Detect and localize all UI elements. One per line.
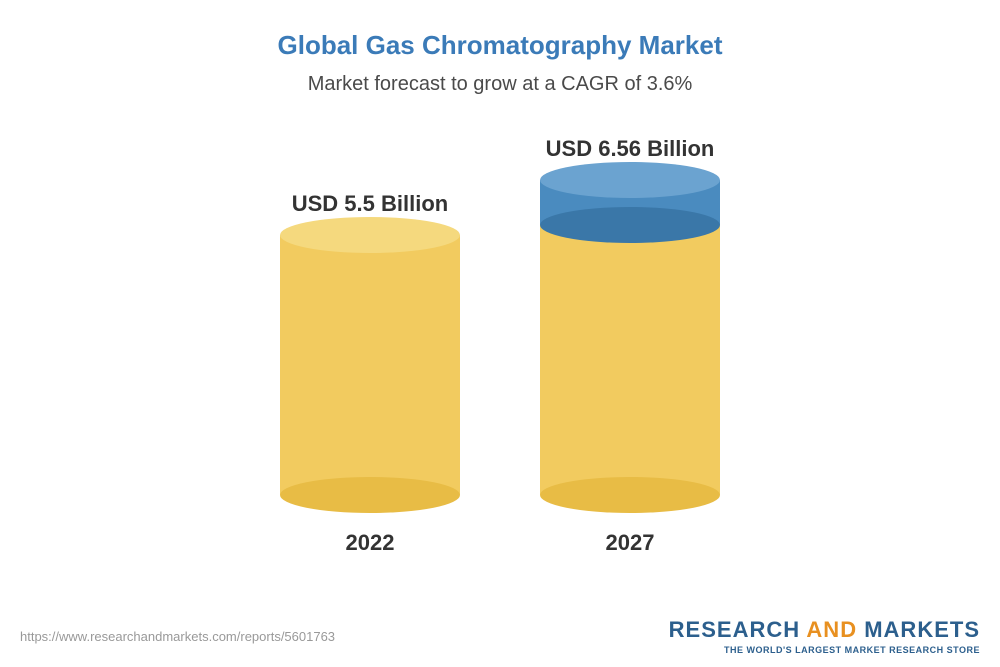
value-label: USD 5.5 Billion — [292, 191, 448, 217]
chart-subtitle: Market forecast to grow at a CAGR of 3.6… — [308, 73, 693, 96]
cylinder-body — [280, 235, 460, 495]
chart-title: Global Gas Chromatography Market — [278, 30, 723, 61]
cylinder-bar — [540, 180, 720, 495]
cylinder-rect — [280, 235, 460, 495]
source-url: https://www.researchandmarkets.com/repor… — [20, 629, 335, 644]
footer: https://www.researchandmarkets.com/repor… — [0, 617, 1000, 655]
logo: RESEARCH AND MARKETS THE WORLD'S LARGEST… — [669, 617, 980, 655]
logo-word-markets: MARKETS — [864, 617, 980, 642]
year-label: 2027 — [606, 530, 655, 556]
logo-text: RESEARCH AND MARKETS — [669, 617, 980, 643]
cylinder-2027: USD 6.56 Billion 2027 — [540, 136, 720, 556]
cylinder-cap — [540, 180, 720, 225]
logo-tagline: THE WORLD'S LARGEST MARKET RESEARCH STOR… — [669, 645, 980, 655]
cylinder-bottom — [540, 477, 720, 513]
chart-area: USD 5.5 Billion 2022 USD 6.56 Billion — [0, 136, 1000, 556]
cylinder-bottom — [280, 477, 460, 513]
logo-word-research: RESEARCH — [669, 617, 800, 642]
cylinder-body — [540, 180, 720, 495]
value-label: USD 6.56 Billion — [546, 136, 715, 162]
cap-top — [540, 162, 720, 198]
year-label: 2022 — [346, 530, 395, 556]
cylinder-top — [280, 217, 460, 253]
logo-word-and: AND — [806, 617, 857, 642]
infographic-container: Global Gas Chromatography Market Market … — [0, 0, 1000, 667]
cylinder-2022: USD 5.5 Billion 2022 — [280, 136, 460, 556]
cap-bottom — [540, 207, 720, 243]
cylinder-bar — [280, 235, 460, 495]
